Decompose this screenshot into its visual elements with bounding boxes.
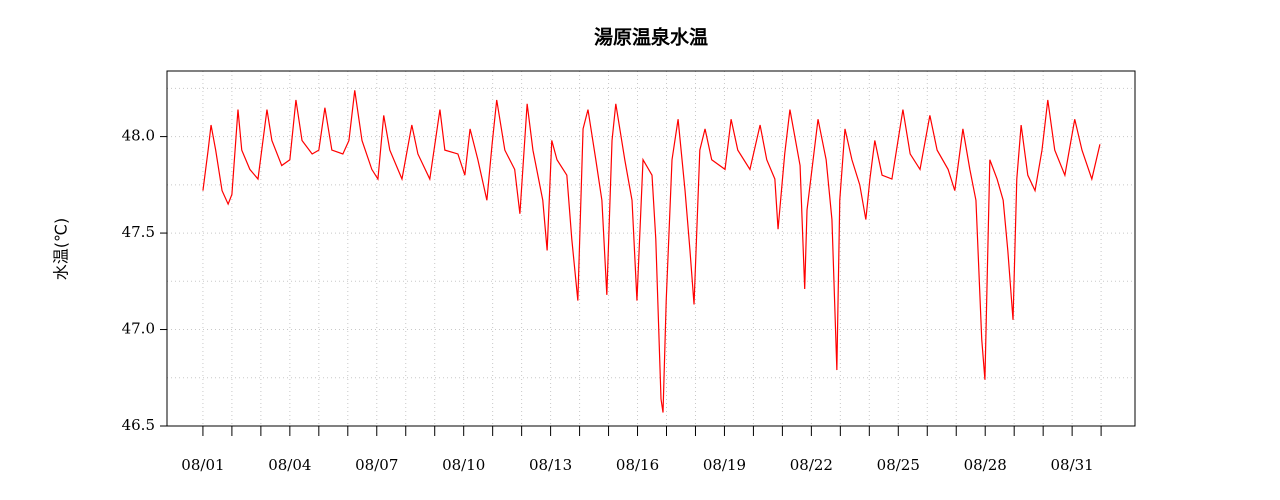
x-tick-label: 08/16 <box>616 456 659 474</box>
y-tick-label: 46.5 <box>122 416 155 434</box>
x-tick-label: 08/31 <box>1051 456 1094 474</box>
data-line <box>202 90 1101 413</box>
chart-title: 湯原温泉水温 <box>594 26 708 49</box>
x-tick-label: 08/25 <box>877 456 920 474</box>
x-tick-label: 08/07 <box>355 456 398 474</box>
x-tick-label: 08/28 <box>964 456 1007 474</box>
y-tick-label: 47.0 <box>122 320 155 338</box>
plot-frame <box>166 70 1136 427</box>
y-axis-label: 水温(℃) <box>52 218 71 280</box>
x-tick-label: 08/22 <box>790 456 833 474</box>
x-tick-label: 08/01 <box>181 456 224 474</box>
y-tick-label: 48.0 <box>122 127 155 145</box>
x-tick-label: 08/10 <box>442 456 485 474</box>
x-tick-label: 08/04 <box>268 456 311 474</box>
y-tick-label: 47.5 <box>122 223 155 241</box>
x-tick-label: 08/13 <box>529 456 572 474</box>
x-tick-label: 08/19 <box>703 456 746 474</box>
